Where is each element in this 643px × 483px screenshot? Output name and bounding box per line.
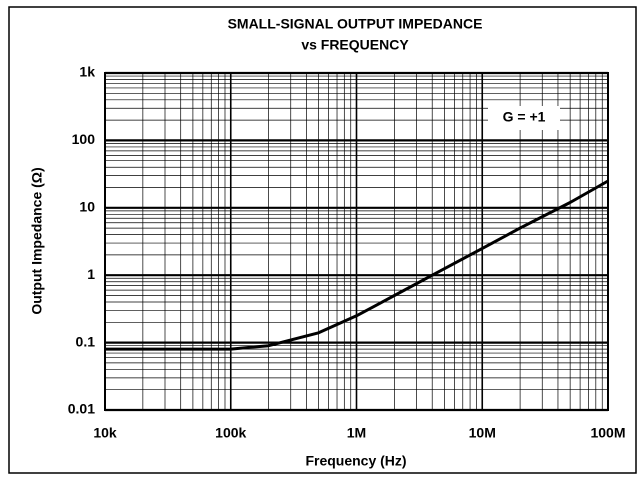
annotation: G = +1 <box>503 109 546 125</box>
x-tick-label: 100k <box>215 425 246 441</box>
x-tick-label: 100M <box>590 425 625 441</box>
y-tick-label: 10 <box>79 199 95 215</box>
y-tick-label: 1 <box>87 266 95 282</box>
x-axis-label: Frequency (Hz) <box>305 453 406 469</box>
annotation-box <box>488 106 560 130</box>
y-tick-label: 0.1 <box>76 333 96 349</box>
impedance-curve <box>105 179 609 351</box>
x-tick-label: 1M <box>347 425 366 441</box>
chart-title: SMALL-SIGNAL OUTPUT IMPEDANCE <box>228 16 483 32</box>
chart-title: vs FREQUENCY <box>301 37 409 53</box>
y-tick-label: 100 <box>72 131 96 147</box>
plot-border <box>104 72 609 411</box>
y-axis-label: Output Impedance (Ω) <box>29 167 45 314</box>
x-tick-label: 10k <box>93 425 117 441</box>
y-tick-label: 0.01 <box>68 401 95 417</box>
x-tick-label: 10M <box>469 425 496 441</box>
y-tick-label: 1k <box>79 64 95 80</box>
